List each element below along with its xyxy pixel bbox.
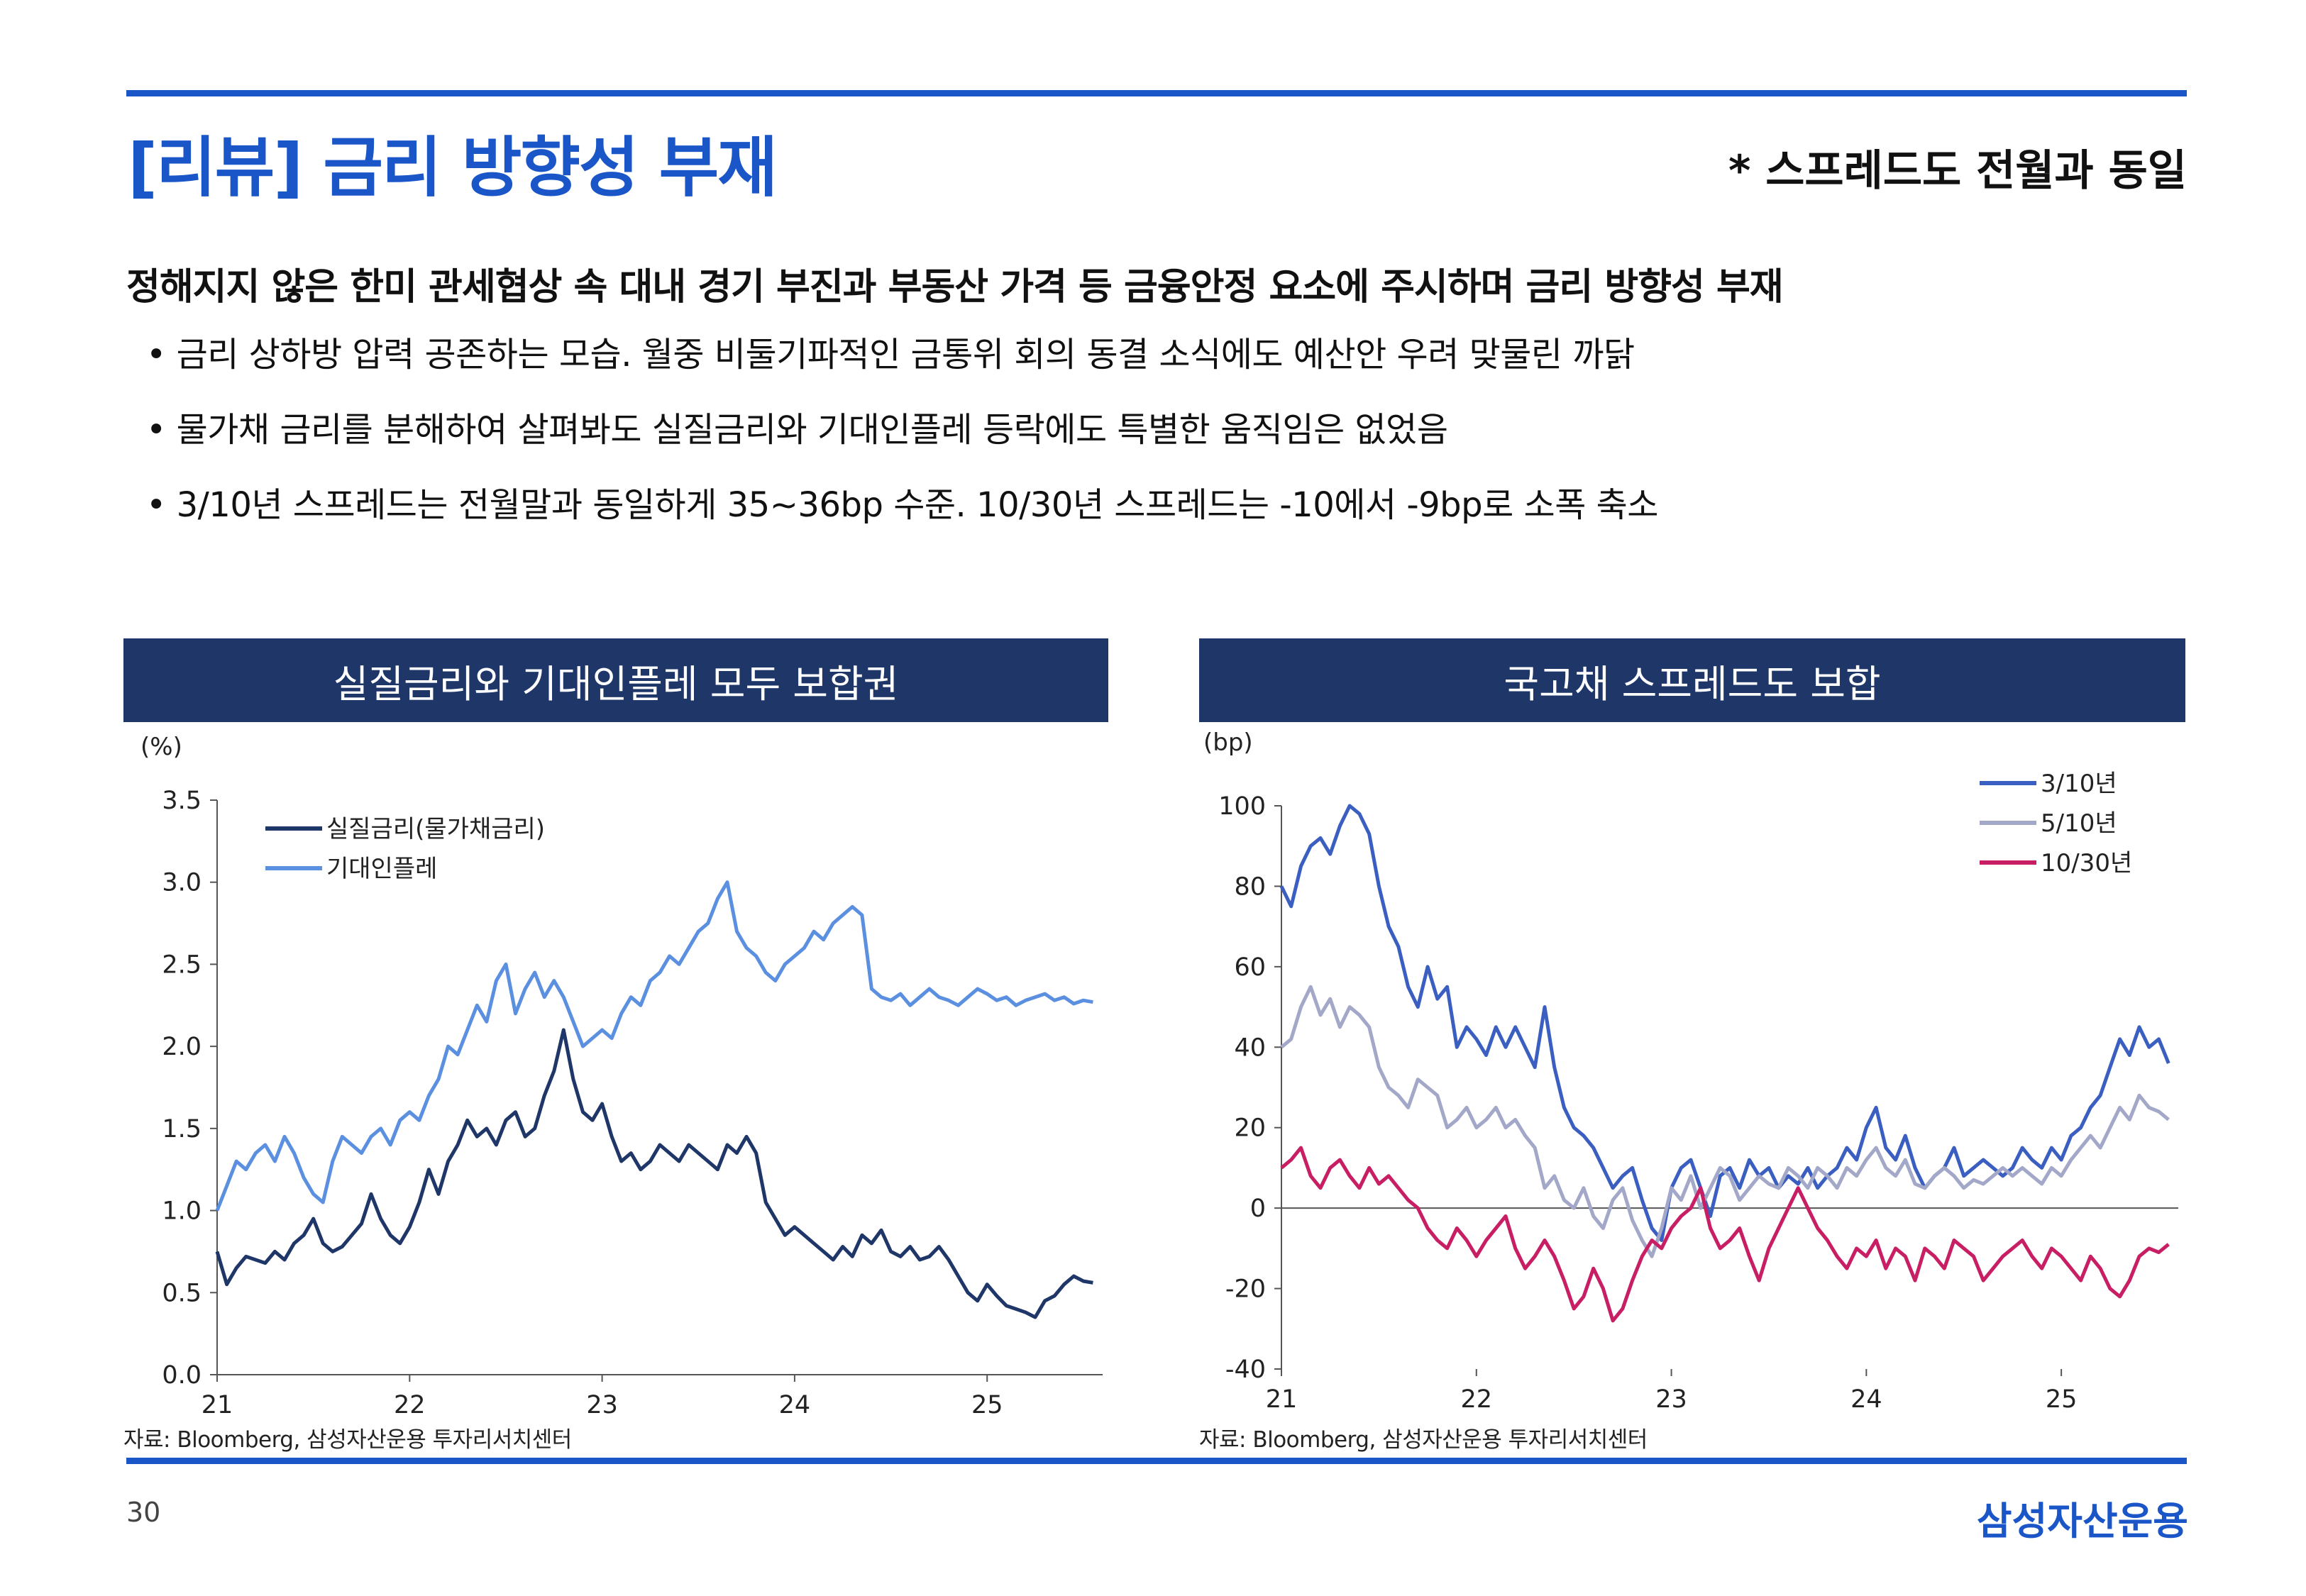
- y-tick-label: -40: [1225, 1356, 1266, 1384]
- legend-label: 실질금리(물가채금리): [326, 815, 545, 843]
- y-tick-label: 40: [1234, 1033, 1266, 1062]
- bottom-rule: [126, 1458, 2187, 1464]
- series-line-3: [1280, 1146, 2170, 1323]
- page-subtitle: * 스프레드도 전월과 동일: [1728, 146, 2187, 196]
- x-tick-label: 22: [394, 1391, 426, 1419]
- top-rule: [126, 90, 2187, 96]
- y-tick-label: 3.0: [162, 869, 202, 897]
- summary-bullets: 금리 상하방 압력 공존하는 모습. 월중 비둘기파적인 금통위 회의 동결 소…: [146, 326, 1659, 552]
- right-chart-source: 자료: Bloomberg, 삼성자산운용 투자리서치센터: [1199, 1427, 1648, 1453]
- y-unit-label: (%): [140, 733, 182, 761]
- y-tick-label: 0.0: [162, 1361, 202, 1390]
- x-tick-label: 21: [1266, 1385, 1298, 1414]
- y-tick-label: 0: [1250, 1195, 1266, 1223]
- legend-label: 기대인플레: [326, 855, 437, 883]
- x-tick-label: 25: [2046, 1385, 2078, 1414]
- left-chart: (%) 3.5 3.0 2.5 2.0 1.5 1.0 0.5 0.021 22 23 24 25 실질금…: [140, 733, 1103, 1419]
- y-tick-label: 2.5: [162, 951, 202, 979]
- y-tick-label: 2.0: [162, 1033, 202, 1061]
- y-tick-label: 20: [1234, 1114, 1266, 1143]
- right-chart-header: 국고채 스프레드도 보합: [1199, 638, 2185, 722]
- x-tick-label: 21: [202, 1391, 233, 1419]
- left-chart-source: 자료: Bloomberg, 삼성자산운용 투자리서치센터: [123, 1427, 572, 1453]
- y-tick-label: -20: [1225, 1275, 1266, 1304]
- left-chart-header: 실질금리와 기대인플레 모두 보합권: [123, 638, 1108, 722]
- x-tick-label: 23: [586, 1391, 618, 1419]
- y-tick-label: 60: [1234, 953, 1266, 982]
- y-tick-label: 0.5: [162, 1279, 202, 1307]
- y-tick-label: 80: [1234, 872, 1266, 901]
- x-tick-label: 24: [1850, 1385, 1882, 1414]
- x-tick-label: 25: [971, 1391, 1003, 1419]
- y-tick-label: 100: [1218, 792, 1266, 821]
- x-tick-label: 23: [1655, 1385, 1687, 1414]
- company-logo: 삼성자산운용: [1976, 1499, 2188, 1544]
- y-unit-label: (bp): [1203, 728, 1253, 757]
- legend-label: 5/10년: [2041, 809, 2117, 838]
- x-tick-label: 22: [1461, 1385, 1493, 1414]
- page-title: [리뷰] 금리 방향성 부재: [128, 130, 778, 206]
- summary-headline: 정해지지 않은 한미 관세협상 속 대내 경기 부진과 부동산 가격 등 금융안…: [126, 266, 1784, 309]
- series-line-2: [215, 880, 1093, 1212]
- bullet-item: 금리 상하방 압력 공존하는 모습. 월중 비둘기파적인 금통위 회의 동결 소…: [146, 326, 1658, 401]
- series-line-1: [215, 1028, 1093, 1319]
- legend-label: 3/10년: [2041, 770, 2117, 798]
- bullet-item: 물가채 금리를 분해하여 살펴봐도 실질금리와 기대인플레 등락에도 특별한 움…: [146, 401, 1658, 477]
- series-line-1: [1279, 804, 2170, 1242]
- x-tick-label: 24: [779, 1391, 811, 1419]
- page-number: 30: [126, 1497, 161, 1528]
- y-tick-label: 3.5: [162, 787, 202, 815]
- y-tick-label: 1.0: [162, 1197, 202, 1226]
- y-tick-label: 1.5: [162, 1115, 202, 1143]
- legend-label: 10/30년: [2041, 849, 2132, 877]
- series-line-2: [1280, 985, 2170, 1258]
- bullet-item: 3/10년 스프레드는 전월말과 동일하게 35~36bp 수준. 10/30년…: [146, 477, 1659, 552]
